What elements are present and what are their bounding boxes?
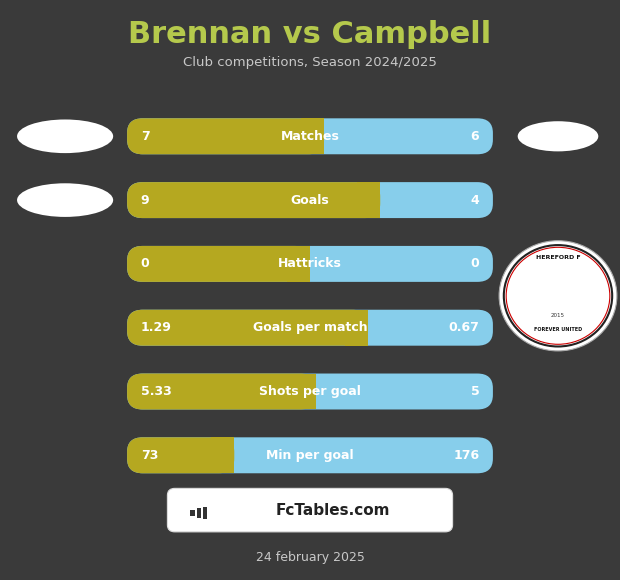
Text: Hattricks: Hattricks [278,258,342,270]
Text: 4: 4 [471,194,479,206]
FancyBboxPatch shape [127,182,493,218]
FancyBboxPatch shape [127,182,380,218]
Text: Goals: Goals [291,194,329,206]
Bar [211,437,234,473]
Text: 6: 6 [471,130,479,143]
Bar [345,310,368,346]
Text: FOREVER UNITED: FOREVER UNITED [534,328,582,332]
Text: HEREFORD F: HEREFORD F [536,255,580,260]
Text: Shots per goal: Shots per goal [259,385,361,398]
Text: FcTables.com: FcTables.com [275,503,390,517]
Bar [203,507,207,520]
Text: Club competitions, Season 2024/2025: Club competitions, Season 2024/2025 [183,56,437,68]
Bar [190,510,195,516]
Bar [301,118,324,154]
FancyBboxPatch shape [127,118,493,154]
FancyBboxPatch shape [127,310,493,346]
Bar [286,246,310,282]
FancyBboxPatch shape [127,118,324,154]
Text: 24 february 2025: 24 february 2025 [255,552,365,564]
FancyBboxPatch shape [127,374,493,409]
FancyBboxPatch shape [127,437,234,473]
Text: 9: 9 [141,194,149,206]
Text: 0: 0 [471,258,479,270]
FancyBboxPatch shape [127,374,316,409]
Text: 2015: 2015 [551,313,565,318]
Text: 176: 176 [453,449,479,462]
Text: Brennan vs Campbell: Brennan vs Campbell [128,20,492,49]
Circle shape [499,241,617,351]
FancyBboxPatch shape [127,310,368,346]
Text: 0.67: 0.67 [448,321,479,334]
FancyBboxPatch shape [127,437,493,473]
Ellipse shape [518,121,598,151]
Text: 5.33: 5.33 [141,385,172,398]
Text: Matches: Matches [281,130,339,143]
Text: 5: 5 [471,385,479,398]
FancyBboxPatch shape [127,246,310,282]
Bar [293,374,316,409]
Text: Goals per match: Goals per match [253,321,367,334]
Ellipse shape [17,183,113,217]
Text: 73: 73 [141,449,158,462]
Text: 1.29: 1.29 [141,321,172,334]
Ellipse shape [17,119,113,153]
Text: 7: 7 [141,130,149,143]
Text: Min per goal: Min per goal [266,449,354,462]
FancyBboxPatch shape [127,246,493,282]
Bar [197,508,201,518]
Bar [357,182,380,218]
Text: 0: 0 [141,258,149,270]
FancyBboxPatch shape [167,488,453,532]
